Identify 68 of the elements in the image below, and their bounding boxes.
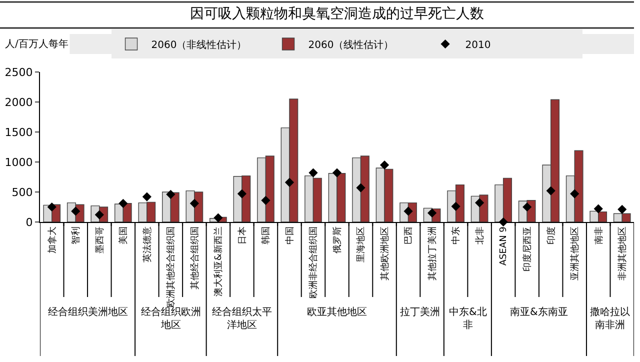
- x-tick-label: 非洲其他地区: [617, 226, 628, 281]
- point: [594, 204, 603, 214]
- point: [118, 198, 128, 208]
- x-tick-label: 欧洲其他经合组织国: [166, 226, 177, 308]
- x-tick-label: 巴西: [404, 226, 414, 245]
- x-tick-label: 澳大利亚&新西兰: [213, 226, 224, 297]
- x-tick-label: 韩国: [260, 226, 272, 245]
- point: [570, 189, 580, 198]
- point: [522, 202, 532, 212]
- point: [284, 178, 294, 187]
- y-tick-label: 2500: [4, 66, 33, 79]
- point: [261, 196, 270, 205]
- text: 经合组织欧洲地区: [141, 306, 201, 331]
- x-tick-label: 智利: [70, 226, 82, 245]
- point: [618, 204, 627, 214]
- x-tick-label: 其他欧洲地区: [379, 226, 390, 281]
- legend-label: 2060（非线性估计）: [151, 38, 247, 51]
- x-tick-label: 欧洲非经合组织国: [308, 226, 320, 299]
- text: 中东&北非: [449, 306, 487, 331]
- text: 撒哈拉以南非洲: [590, 306, 630, 331]
- point: [451, 202, 460, 211]
- x-tick-label: 日本: [236, 226, 248, 245]
- point: [356, 183, 366, 192]
- y-tick-label: 1500: [4, 126, 33, 139]
- point: [166, 190, 176, 199]
- text: 经合组织太平洋地区: [212, 306, 272, 331]
- x-tick-label: 里海地区: [356, 226, 367, 263]
- x-tick-label: 英法德意: [142, 226, 153, 263]
- y-tick-label: 1000: [4, 156, 33, 169]
- point: [332, 168, 342, 178]
- y-axis-title: 人/百万人每年: [5, 38, 68, 50]
- x-tick-label: 俄罗斯: [332, 226, 343, 254]
- x-tick-label: 墨西哥: [94, 226, 106, 254]
- point: [71, 206, 80, 216]
- legend-label: 2060（线性估计）: [308, 38, 394, 51]
- point: [237, 189, 247, 198]
- text: 南亚&东南亚: [510, 306, 568, 318]
- y-tick-label: 2000: [4, 96, 33, 109]
- text: 欧亚其他地区: [307, 306, 367, 318]
- x-tick-label: 美国: [118, 226, 130, 245]
- text: 经合组织美洲地区: [48, 306, 128, 318]
- x-tick-label: ASEAN 9: [499, 226, 510, 266]
- point: [47, 202, 56, 212]
- x-tick-label: 其他经合组织国: [189, 226, 200, 290]
- point: [308, 168, 318, 178]
- y-tick-label: 500: [12, 186, 33, 199]
- point: [214, 213, 223, 222]
- point: [404, 206, 413, 216]
- text: 拉丁美洲: [400, 306, 440, 318]
- point: [380, 160, 390, 170]
- point: [427, 208, 437, 218]
- x-tick-label: 北非: [474, 226, 486, 245]
- chart-title: 因可吸入颗粒物和臭氧空洞造成的过早死亡人数: [190, 6, 484, 22]
- x-tick-label: 中国: [284, 226, 296, 245]
- x-tick-label: 中东: [450, 226, 462, 245]
- x-tick-label: 印度尼西亚: [522, 226, 534, 272]
- point: [190, 198, 199, 208]
- x-tick-label: 亚洲其他地区: [570, 226, 581, 281]
- point: [475, 198, 484, 208]
- point: [94, 210, 104, 220]
- y-tick-label: 0: [26, 216, 33, 229]
- x-tick-label: 南非: [593, 226, 604, 245]
- legend-label: 2010: [465, 40, 491, 51]
- point: [142, 192, 152, 202]
- point: [546, 186, 556, 196]
- x-tick-label: 其他拉丁美洲: [426, 226, 438, 281]
- x-tick-label: 加拿大: [46, 226, 58, 254]
- x-tick-label: 印度: [546, 226, 557, 245]
